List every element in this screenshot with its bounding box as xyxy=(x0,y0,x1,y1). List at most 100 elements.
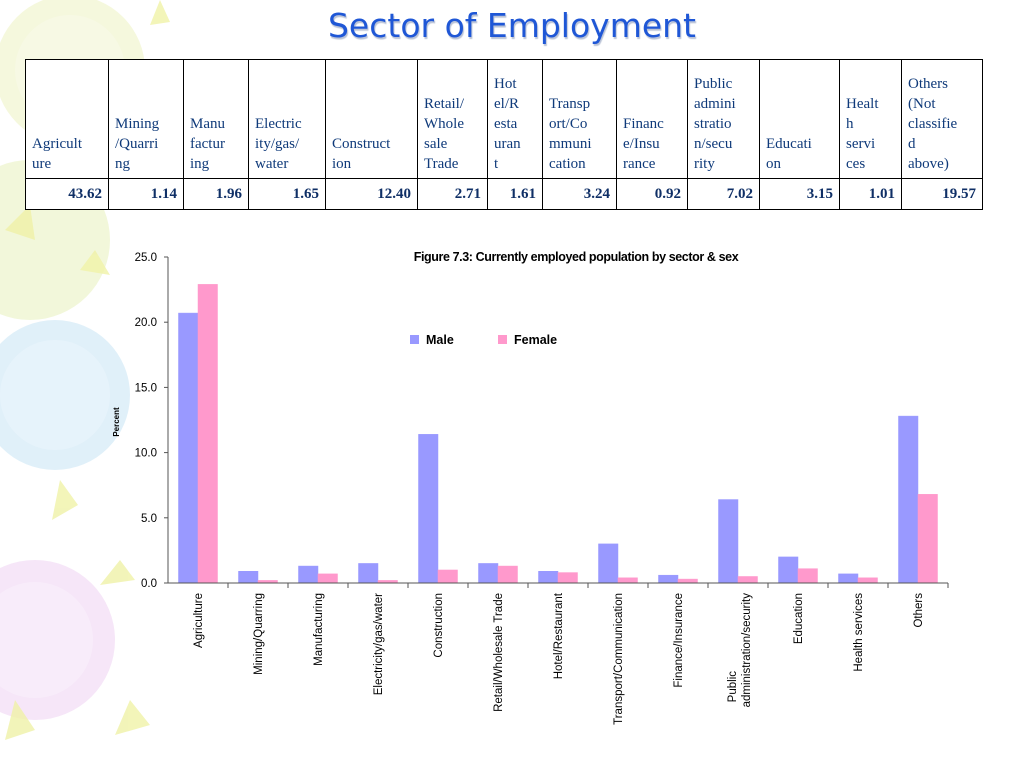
x-tick-label: Hotel/Restaurant xyxy=(553,592,565,679)
table-header-line: Electric xyxy=(255,116,302,132)
table-header-line: Healt xyxy=(846,96,879,112)
y-tick-label: 20.0 xyxy=(135,317,157,329)
y-tick-label: 5.0 xyxy=(141,513,157,525)
bar-female xyxy=(197,284,218,584)
table-header-line: Educati xyxy=(766,136,812,152)
x-tick-label: Agriculture xyxy=(193,593,205,648)
bar-male xyxy=(598,543,619,584)
table-header-line: sale xyxy=(424,136,448,152)
y-axis-ticks: 0.0 5.0 10.0 15.0 20.0 25.0 xyxy=(135,252,168,590)
table-header-cell: Hot el/R esta uran t xyxy=(487,59,543,179)
table-header-cell: Agricult ure xyxy=(25,59,109,179)
table-header-line: above) xyxy=(908,156,949,172)
table-header-line: ces xyxy=(846,156,866,172)
table-value-cell: 1.61 xyxy=(487,178,543,210)
table-header-line: ort/Co xyxy=(549,116,588,132)
table-header-row: Agricult ure Mining/Quarri ng Manu factur ing E… xyxy=(25,59,983,179)
legend: Male Female xyxy=(410,333,557,347)
table-value-cell: 3.15 xyxy=(759,178,840,210)
table-header-line: d xyxy=(908,136,916,152)
y-tick-label: 15.0 xyxy=(135,382,157,394)
x-tick-label: Manufacturing xyxy=(313,593,325,666)
table-header-line: h xyxy=(846,116,854,132)
table-header-line: Mining xyxy=(115,116,160,132)
chart-title: Figure 7.3: Currently employed populatio… xyxy=(414,250,739,264)
table-header-line: Public xyxy=(694,76,733,92)
bar-male xyxy=(838,573,859,584)
x-tick-label: Public administration/security xyxy=(727,593,753,708)
legend-swatch-female xyxy=(498,335,507,344)
table-header-line: n/secu xyxy=(694,136,733,152)
table-header-line: /Quarri xyxy=(115,136,159,152)
table-header-cell: Retail/Whole sale Trade xyxy=(417,59,488,179)
table-header-cell: Public admini stratio n/secu rity xyxy=(687,59,760,179)
table-value-cell: 1.65 xyxy=(248,178,326,210)
bar-female xyxy=(557,572,578,584)
table-header-line: esta xyxy=(494,116,518,132)
x-axis-tick-labels: Agriculture Mining/Quarring Manufacturing E… xyxy=(193,592,925,725)
y-tick-label: 0.0 xyxy=(141,578,157,590)
legend-label-female: Female xyxy=(514,333,557,347)
table-value-cell: 12.40 xyxy=(325,178,418,210)
table-header-line: admini xyxy=(694,96,736,112)
table-header-line: Financ xyxy=(623,116,664,132)
x-tick-label: Retail/Wholesale Trade xyxy=(493,593,505,712)
table-header-line: water xyxy=(255,156,289,172)
bar-male xyxy=(778,556,799,584)
page-title: Sector of Employment xyxy=(327,6,696,45)
table-header-line: Hot xyxy=(494,76,517,92)
table-value-cell: 1.96 xyxy=(183,178,249,210)
bar-male xyxy=(898,415,919,584)
bar-male xyxy=(478,563,499,584)
y-axis-label: Percent xyxy=(112,407,121,437)
table-value-cell: 3.24 xyxy=(542,178,617,210)
x-tick-label: Others xyxy=(913,593,925,628)
table-header-line: factur xyxy=(190,136,225,152)
table-header-line: uran xyxy=(494,136,521,152)
table-header-line: ure xyxy=(32,156,52,172)
table-header-line: el/R xyxy=(494,96,519,112)
table-value-cell: 2.71 xyxy=(417,178,488,210)
bar-female xyxy=(317,573,338,584)
y-tick-label: 10.0 xyxy=(135,448,157,460)
bar-female xyxy=(797,568,818,584)
bar-female xyxy=(917,494,938,584)
x-tick-label: Construction xyxy=(433,593,445,658)
table-value-cell: 7.02 xyxy=(687,178,760,210)
x-tick-label: Finance/Insurance xyxy=(673,593,685,688)
employment-bar-chart: Figure 7.3: Currently employed populatio… xyxy=(112,250,949,725)
table-header-line: on xyxy=(766,156,781,172)
table-header-line: mmuni xyxy=(549,136,592,152)
bar-female xyxy=(677,578,698,584)
table-header-line: ng xyxy=(115,156,130,172)
table-header-cell: Mining/Quarri ng xyxy=(108,59,184,179)
bar-male xyxy=(238,571,259,584)
table-header-line: Retail/ xyxy=(424,96,464,112)
legend-label-male: Male xyxy=(426,333,454,347)
table-header-line: servi xyxy=(846,136,876,152)
bar-female xyxy=(857,577,878,584)
x-tick-label: Electricity/gas/water xyxy=(373,593,385,695)
bar-male xyxy=(538,571,559,584)
table-header-cell: Construct ion xyxy=(325,59,418,179)
bar-female xyxy=(617,577,638,584)
table-header-line: ity/gas/ xyxy=(255,136,300,152)
table-header-line: Transp xyxy=(549,96,591,112)
table-header-line: Manu xyxy=(190,116,225,132)
table-header-line: ion xyxy=(332,156,352,172)
table-header-line: Trade xyxy=(424,156,459,172)
bar-female xyxy=(737,576,758,584)
table-header-line: Others xyxy=(908,76,948,92)
table-header-cell: Financ e/Insu rance xyxy=(616,59,688,179)
table-header-line: rance xyxy=(623,156,656,172)
table-header-cell: Electric ity/gas/water xyxy=(248,59,326,179)
x-tick-label: Education xyxy=(793,593,805,644)
table-header-line: Construct xyxy=(332,136,391,152)
table-header-line: t xyxy=(494,156,499,172)
table-value-cell: 43.62 xyxy=(25,178,109,210)
table-value-cell: 0.92 xyxy=(616,178,688,210)
table-header-line: e/Insu xyxy=(623,136,660,152)
table-header-line: ing xyxy=(190,156,210,172)
table-header-line: Whole xyxy=(424,116,464,132)
table-header-line: rity xyxy=(694,156,715,172)
